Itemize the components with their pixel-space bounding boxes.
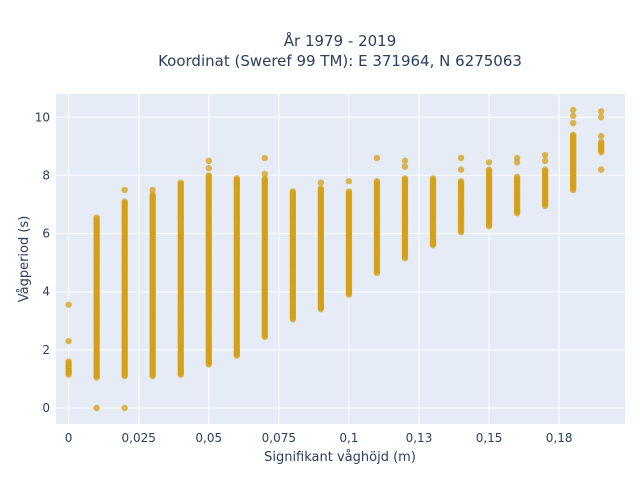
data-point — [598, 139, 604, 145]
x-tick-label: 0,13 — [406, 431, 433, 445]
data-point — [206, 165, 212, 171]
scatter-chart-svg: 0 0,025 0,05 0,075 0,1 0,13 0,15 0,18 0 2 4 6 8 10 Å… — [0, 0, 640, 480]
data-point — [346, 188, 352, 194]
x-tick-label: 0,15 — [476, 431, 503, 445]
data-point — [542, 203, 548, 209]
data-point — [458, 155, 464, 161]
data-point — [486, 166, 492, 172]
data-point — [598, 114, 604, 120]
data-point — [318, 179, 324, 185]
y-tick-label: 8 — [42, 168, 50, 182]
y-tick-label: 4 — [42, 285, 50, 299]
x-tick-label: 0,1 — [339, 431, 358, 445]
data-point — [206, 158, 212, 164]
y-tick-label: 2 — [42, 343, 50, 357]
x-tick-label: 0 — [65, 431, 73, 445]
data-point — [121, 405, 127, 411]
data-point — [402, 175, 408, 181]
data-point — [598, 133, 604, 139]
y-axis-ticks: 0 2 4 6 8 10 — [35, 110, 50, 415]
data-point — [514, 174, 520, 180]
data-point — [178, 179, 184, 185]
x-axis-label: Signifikant våghöjd (m) — [264, 450, 416, 465]
y-axis-label: Vågperiod (s) — [17, 216, 32, 303]
data-point — [458, 166, 464, 172]
data-point — [486, 159, 492, 165]
data-point — [150, 187, 156, 193]
chart-title-line-2: Koordinat (Sweref 99 TM): E 371964, N 62… — [158, 52, 522, 70]
data-point — [430, 175, 436, 181]
x-tick-label: 0,05 — [195, 431, 222, 445]
y-tick-label: 0 — [42, 401, 50, 415]
x-tick-label: 0,18 — [546, 431, 573, 445]
y-tick-label: 10 — [35, 110, 50, 124]
data-point — [542, 158, 548, 164]
data-point — [262, 171, 268, 177]
data-point — [121, 187, 127, 193]
data-point — [65, 338, 71, 344]
data-point — [598, 166, 604, 172]
data-point — [542, 152, 548, 158]
data-point — [346, 178, 352, 184]
data-point — [598, 108, 604, 114]
data-point — [542, 166, 548, 172]
data-point — [290, 188, 296, 194]
data-point — [93, 214, 99, 220]
data-point — [206, 172, 212, 178]
data-point — [262, 155, 268, 161]
data-point — [570, 113, 576, 119]
data-point — [65, 358, 71, 364]
data-point — [121, 198, 127, 204]
x-axis-ticks: 0 0,025 0,05 0,075 0,1 0,13 0,15 0,18 — [65, 431, 573, 445]
data-point — [374, 155, 380, 161]
data-point — [570, 107, 576, 113]
data-point — [93, 405, 99, 411]
data-point — [570, 120, 576, 126]
data-point — [458, 178, 464, 184]
data-point — [570, 132, 576, 138]
plot-background — [56, 94, 625, 424]
y-tick-label: 6 — [42, 227, 50, 241]
x-tick-label: 0,025 — [122, 431, 156, 445]
data-point — [402, 158, 408, 164]
data-point — [402, 163, 408, 169]
chart: 0 0,025 0,05 0,075 0,1 0,13 0,15 0,18 0 2 4 6 8 10 Å… — [0, 0, 640, 480]
data-point — [374, 178, 380, 184]
x-tick-label: 0,075 — [262, 431, 296, 445]
data-point — [318, 185, 324, 191]
data-point — [65, 302, 71, 308]
chart-title-line-1: År 1979 - 2019 — [284, 31, 397, 50]
data-point — [234, 175, 240, 181]
data-point — [514, 155, 520, 161]
